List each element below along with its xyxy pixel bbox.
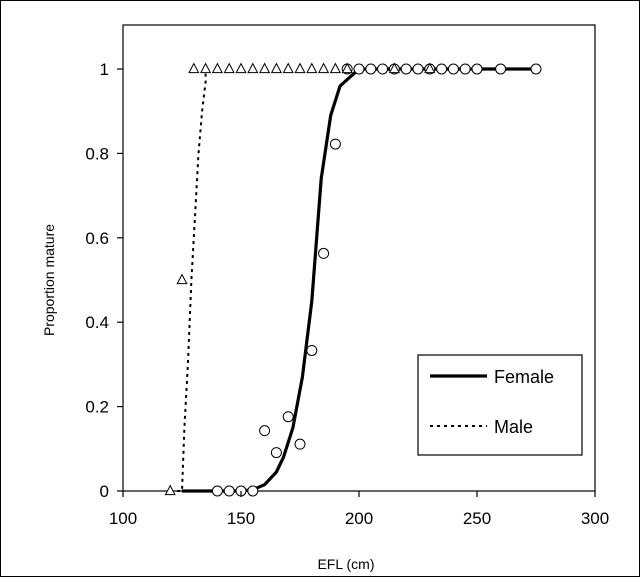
male-curve <box>170 69 207 492</box>
female-point <box>306 344 318 356</box>
x-tick-label: 100 <box>109 509 137 528</box>
y-axis: 0 0.2 0.4 0.6 0.8 1 <box>85 60 123 501</box>
legend-box <box>417 354 583 456</box>
female-point <box>329 138 341 150</box>
female-point <box>294 438 306 450</box>
male-point <box>341 62 353 74</box>
female-point <box>270 447 282 459</box>
female-point <box>530 63 542 75</box>
female-point <box>247 485 259 497</box>
y-tick-label: 0.4 <box>85 313 109 332</box>
female-point <box>259 425 271 437</box>
female-point <box>459 63 471 75</box>
x-tick-label: 300 <box>581 509 609 528</box>
legend-label-male: Male <box>494 417 533 437</box>
female-point <box>412 63 424 75</box>
legend-label-female: Female <box>494 367 554 387</box>
y-axis-label: Proportion mature <box>41 224 57 336</box>
female-point <box>211 485 223 497</box>
y-tick-label: 1 <box>100 60 109 79</box>
male-point <box>294 62 306 74</box>
legend: Female Male <box>417 354 583 456</box>
female-point <box>353 63 365 75</box>
x-axis: 100 150 200 250 300 <box>109 491 609 528</box>
x-axis-label: EFL (cm) <box>317 556 374 572</box>
female-point <box>495 63 507 75</box>
x-tick-label: 200 <box>345 509 373 528</box>
y-tick-label: 0 <box>100 482 109 501</box>
male-point <box>282 62 294 74</box>
female-point <box>471 63 483 75</box>
male-point <box>211 62 223 74</box>
male-point <box>223 62 235 74</box>
x-tick-label: 250 <box>463 509 491 528</box>
male-point <box>388 62 400 74</box>
male-point <box>329 62 341 74</box>
male-point <box>235 62 247 74</box>
male-point <box>259 62 271 74</box>
male-point <box>318 62 330 74</box>
male-point <box>188 62 200 74</box>
male-point <box>247 62 259 74</box>
female-point <box>400 63 412 75</box>
series-markers <box>164 62 542 497</box>
x-tick-label: 150 <box>227 509 255 528</box>
female-point <box>318 247 330 259</box>
female-point <box>223 485 235 497</box>
female-point <box>365 63 377 75</box>
y-tick-label: 0.8 <box>85 144 109 163</box>
male-point <box>270 62 282 74</box>
female-point <box>377 63 389 75</box>
female-point <box>447 63 459 75</box>
female-point <box>436 63 448 75</box>
male-point <box>306 62 318 74</box>
male-point <box>200 62 212 74</box>
y-tick-label: 0.6 <box>85 229 109 248</box>
y-tick-label: 0.2 <box>85 398 109 417</box>
male-point <box>164 484 176 496</box>
male-point <box>176 273 188 285</box>
female-point <box>282 411 294 423</box>
male-point <box>424 62 436 74</box>
